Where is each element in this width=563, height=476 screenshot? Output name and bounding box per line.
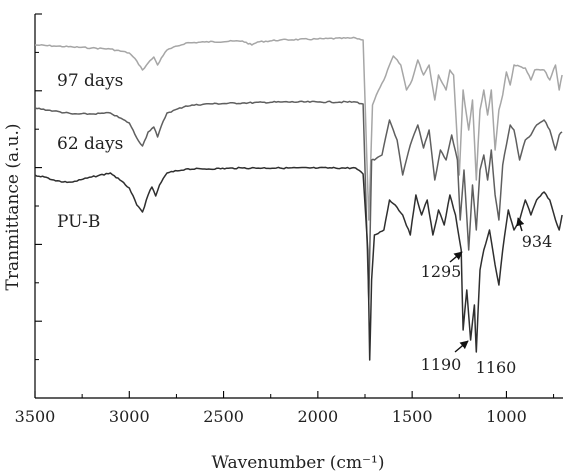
x-ticks: 3500 3000 2500 2000 1500 1000 [15,391,555,426]
y-ticks [35,13,42,361]
series-labels: 97 days 62 days PU-B [57,71,123,232]
peak-label: 1295 [421,262,462,281]
peak-arrow [449,251,463,263]
series-label: PU-B [57,212,100,232]
x-tick-label: 3500 [15,407,56,426]
peak-label: 1190 [421,355,462,374]
x-tick-label: 1000 [486,407,527,426]
x-tick-label: 3000 [109,407,150,426]
series-lines [34,36,563,361]
y-axis-title: Tranmittance (a.u.) [3,124,23,291]
x-tick-label: 2000 [297,407,338,426]
peak-arrow [454,340,469,353]
peak-label: 1160 [476,358,517,377]
x-tick-label: 1500 [392,407,433,426]
series-line-0 [34,36,563,221]
series-line-2 [34,166,563,361]
peak-label: 934 [522,232,553,251]
series-label: 62 days [57,134,123,154]
x-tick-label: 2500 [203,407,244,426]
series-line-1 [34,100,563,301]
peak-arrow [516,217,525,232]
series-label: 97 days [57,71,123,91]
peak-annotations: 1295 1190 1160 934 [421,217,553,377]
x-axis-title: Wavenumber (cm⁻¹) [212,453,385,473]
